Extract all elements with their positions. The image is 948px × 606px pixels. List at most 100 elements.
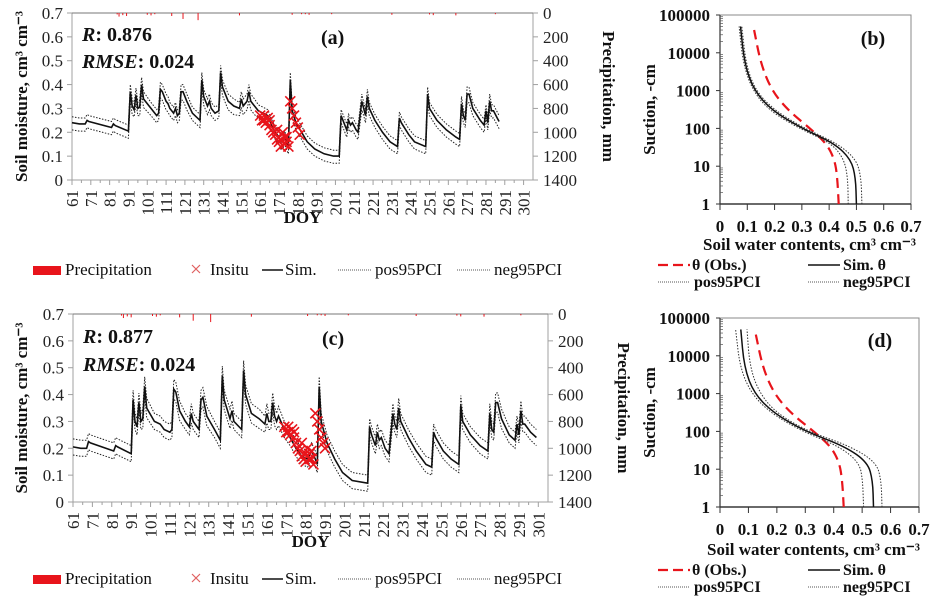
x-tick-label: 121 bbox=[180, 512, 199, 538]
series-neg95pci bbox=[735, 329, 865, 508]
x-tick-label: 291 bbox=[510, 512, 529, 538]
y2-axis-title: Precipitation, mm bbox=[614, 343, 633, 474]
x-tick-label: 231 bbox=[394, 512, 413, 538]
x-tick-label: 131 bbox=[195, 190, 214, 216]
y2-tick-label: 1000 bbox=[558, 439, 592, 458]
x-tick-label: 0.1 bbox=[738, 520, 759, 539]
legend-sim-label: Sim. θ bbox=[843, 562, 886, 579]
y-tick-label: 0.4 bbox=[43, 386, 65, 405]
legend-insitu-label: Insitu bbox=[210, 569, 249, 588]
insitu-marker bbox=[288, 110, 300, 122]
r-stat: R: 0.876 bbox=[81, 24, 152, 46]
y-tick-label: 1 bbox=[702, 195, 711, 214]
panel-label: (b) bbox=[861, 28, 885, 50]
y-tick-label: 10 bbox=[693, 460, 710, 479]
y-tick-label: 0.2 bbox=[42, 123, 63, 142]
insitu-marker bbox=[279, 138, 291, 150]
y2-tick-label: 0 bbox=[543, 4, 552, 23]
x-tick-label: 291 bbox=[496, 190, 515, 216]
insitu-marker bbox=[286, 102, 298, 114]
x-tick-label: 181 bbox=[297, 512, 316, 538]
y-tick-label: 100000 bbox=[659, 6, 710, 25]
x-tick-label: 81 bbox=[103, 512, 122, 529]
legend-neg95-label: neg95PCI bbox=[494, 260, 562, 279]
x-tick-label: 151 bbox=[238, 512, 257, 538]
x-tick-label: 201 bbox=[326, 190, 345, 216]
x-tick-label: 0.6 bbox=[873, 217, 894, 236]
y-tick-label: 0 bbox=[55, 171, 64, 190]
x-tick-label: 141 bbox=[219, 512, 238, 538]
x-tick-label: 111 bbox=[161, 512, 180, 536]
r-value: : 0.877 bbox=[96, 326, 153, 348]
x-tick-label: 221 bbox=[364, 190, 383, 216]
x-tick-label: 0.6 bbox=[880, 520, 901, 539]
legend-pos95-label: pos95PCI bbox=[375, 260, 442, 279]
x-tick-label: 251 bbox=[421, 190, 440, 216]
x-tick-label: 231 bbox=[383, 190, 402, 216]
panel-label: (a) bbox=[321, 27, 344, 49]
x-tick-label: 261 bbox=[452, 512, 471, 538]
x-tick-label: 0.3 bbox=[791, 217, 812, 236]
legend-obs-label: θ (Obs.) bbox=[692, 257, 747, 274]
panel-label: (c) bbox=[322, 328, 344, 350]
legend: θ (Obs.) Sim. θ pos95PCI neg95PCI bbox=[658, 257, 911, 291]
series-sim- bbox=[739, 26, 858, 205]
y2-tick-label: 1200 bbox=[558, 466, 592, 485]
y2-tick-label: 400 bbox=[558, 359, 584, 378]
x-tick-label: 0.7 bbox=[900, 217, 922, 236]
y2-tick-label: 1200 bbox=[543, 147, 577, 166]
y-tick-label: 100 bbox=[685, 119, 711, 138]
y-tick-label: 1000 bbox=[676, 385, 710, 404]
x-tick-label: 221 bbox=[374, 512, 393, 538]
x-tick-label: 0.4 bbox=[819, 217, 841, 236]
x-tick-label: 101 bbox=[142, 512, 161, 538]
legend-precipitation-swatch bbox=[33, 575, 61, 584]
rmse-label: RMSE bbox=[82, 354, 139, 376]
y-tick-label: 0.5 bbox=[42, 52, 63, 71]
rmse-stat: RMSE: 0.024 bbox=[81, 51, 194, 73]
insitu-marker bbox=[284, 95, 296, 107]
series--obs- bbox=[754, 332, 845, 508]
x-tick-label: 171 bbox=[277, 512, 296, 538]
x-tick-label: 0.5 bbox=[852, 520, 873, 539]
y-tick-label: 100000 bbox=[659, 309, 710, 328]
x-tick-label: 251 bbox=[432, 512, 451, 538]
insitu-marker bbox=[264, 114, 276, 126]
legend-pos95-label: pos95PCI bbox=[694, 274, 761, 291]
rmse-value: : 0.024 bbox=[138, 51, 195, 73]
retention-panel-b: 0 0.1 0.2 0.3 0.4 0.5 0.6 0.7 1 10 100 1000 10000 100… bbox=[640, 6, 922, 291]
timeseries-panel-a: 0 0.1 0.2 0.3 0.4 0.5 0.6 0.7 0 200 400 600 800 1000 1… bbox=[12, 4, 618, 279]
legend-pos95-label: pos95PCI bbox=[375, 569, 442, 588]
rmse-value: : 0.024 bbox=[139, 354, 196, 376]
y-tick-label: 0.4 bbox=[42, 76, 64, 95]
x-tick-label: 191 bbox=[308, 190, 327, 216]
x-tick-label: 61 bbox=[63, 190, 82, 207]
x-tick-label: 81 bbox=[101, 190, 120, 207]
insitu-marker bbox=[271, 124, 283, 136]
x-tick-label: 0.1 bbox=[737, 217, 758, 236]
x-tick-label: 0.3 bbox=[795, 520, 816, 539]
retention-panel-d: 0 0.1 0.2 0.3 0.4 0.5 0.6 0.7 1 10 100 1000 10000 100… bbox=[640, 309, 930, 596]
legend-neg95-label: neg95PCI bbox=[843, 274, 911, 291]
x-tick-label: 211 bbox=[345, 190, 364, 215]
insitu-marker bbox=[296, 437, 308, 449]
x-tick-label: 301 bbox=[529, 512, 548, 538]
r-label: R bbox=[81, 24, 95, 46]
x-tick-label: 101 bbox=[138, 190, 157, 216]
x-tick-label: 0.7 bbox=[908, 520, 930, 539]
x-tick-label: 151 bbox=[232, 190, 251, 216]
x-tick-label: 181 bbox=[289, 190, 308, 216]
legend-precipitation-label: Precipitation bbox=[65, 260, 152, 279]
x-axis-title: Soil water contents, cm³ cm⁻³ bbox=[707, 540, 920, 559]
y-tick-label: 1 bbox=[702, 498, 711, 517]
x-tick-label: 281 bbox=[477, 190, 496, 216]
x-tick-label: 61 bbox=[64, 512, 83, 529]
legend-obs-label: θ (Obs.) bbox=[692, 562, 747, 579]
y2-tick-label: 1400 bbox=[543, 171, 577, 190]
x-tick-label: 131 bbox=[200, 512, 219, 538]
y-tick-label: 1000 bbox=[676, 82, 710, 101]
x-tick-label: 301 bbox=[515, 190, 534, 216]
x-tick-label: 241 bbox=[413, 512, 432, 538]
y-tick-label: 100 bbox=[685, 422, 711, 441]
x-tick-label: 201 bbox=[335, 512, 354, 538]
